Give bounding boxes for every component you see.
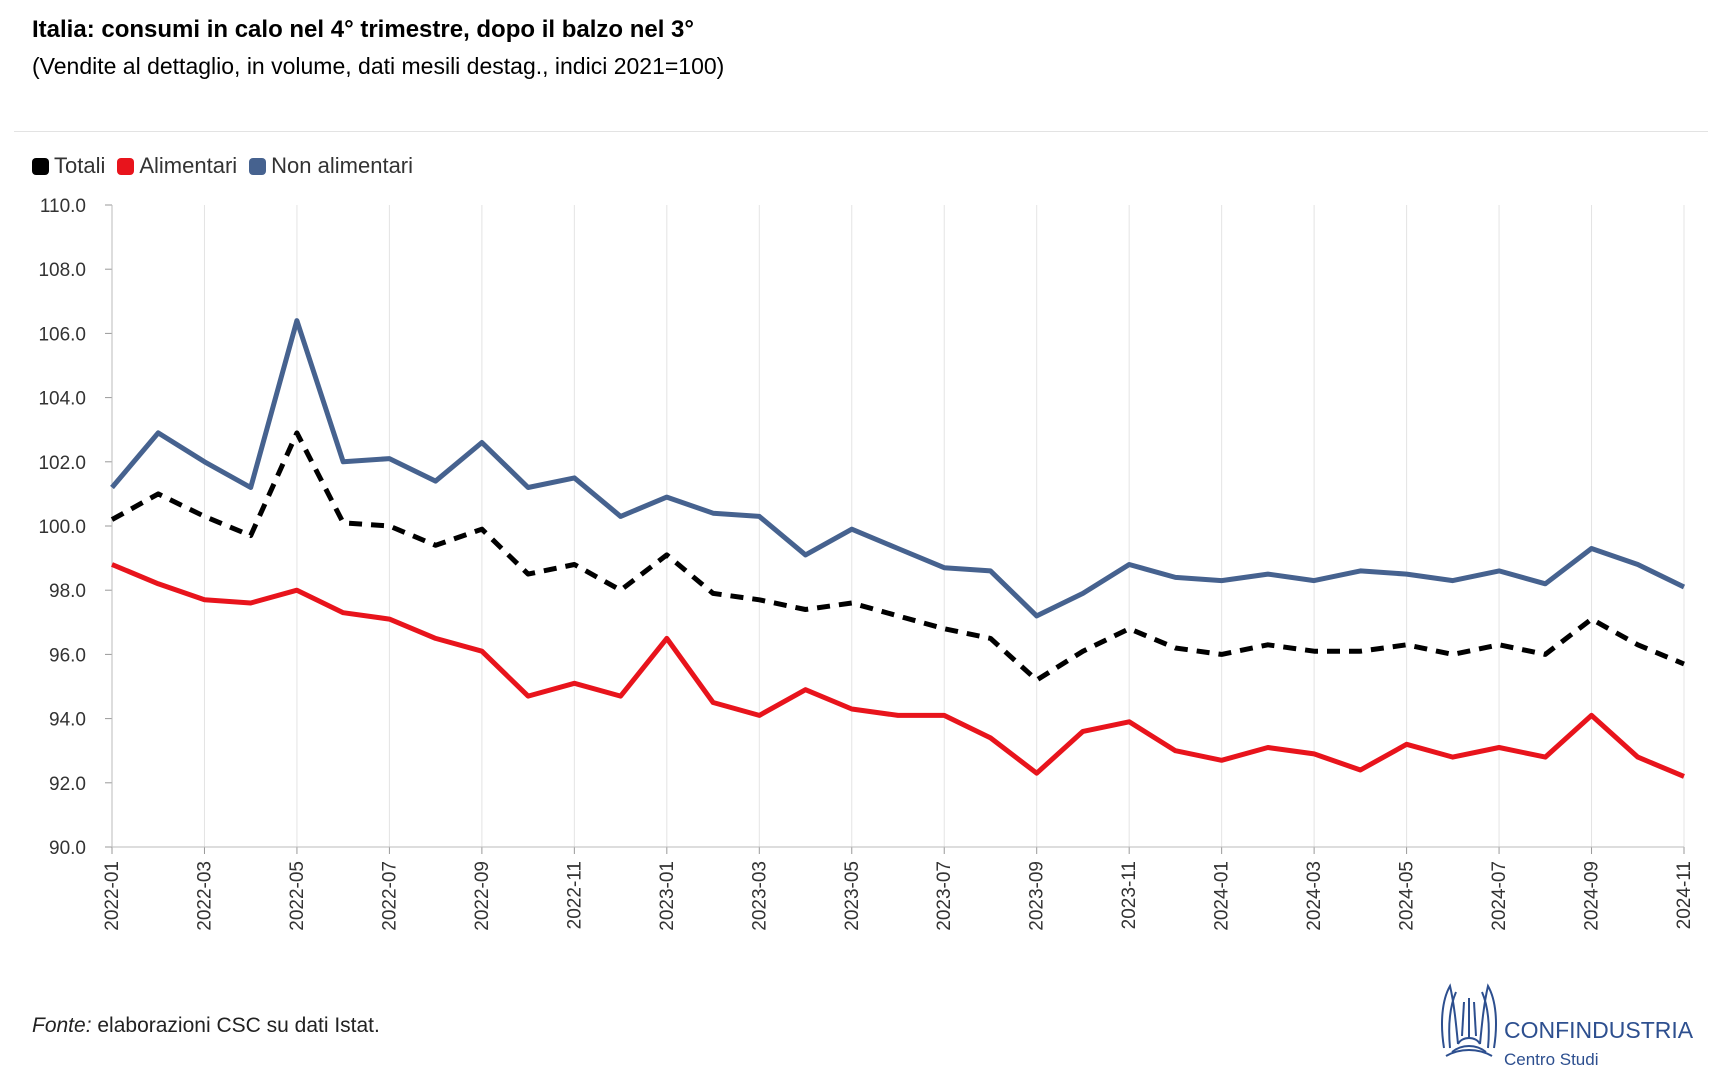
x-tick-label: 2024-03 (1304, 861, 1325, 931)
x-tick-label: 2023-05 (842, 861, 863, 931)
legend-item-alimentari[interactable]: Alimentari (117, 153, 237, 179)
x-tick-label: 2024-11 (1674, 861, 1695, 929)
line-chart: 2022-01 2022-03 2022-05 2022-07 2022-09 2022-… (38, 196, 1695, 931)
y-tick-label: 92.0 (49, 774, 86, 795)
legend-label-alimentari: Alimentari (139, 153, 238, 178)
legend-item-totali[interactable]: Totali (32, 153, 105, 179)
legend-label-non-alimentari: Non alimentari (271, 153, 414, 178)
x-tick-label: 2022-03 (194, 861, 215, 931)
y-tick-label: 108.0 (38, 260, 86, 281)
x-tick-label: 2022-05 (287, 861, 308, 931)
y-tick-label: 94.0 (49, 710, 86, 731)
chart-subtitle: (Vendite al dettaglio, in volume, dati m… (32, 53, 725, 79)
logo-name: CONFINDUSTRIA (1504, 1017, 1694, 1043)
series-line-totali (110, 430, 1685, 683)
x-tick-label: 2024-01 (1212, 861, 1233, 931)
logo-sub: Centro Studi (1504, 1050, 1599, 1069)
legend-swatch-alimentari (117, 157, 135, 175)
x-tick-label: 2023-11 (1119, 861, 1140, 929)
confindustria-logo: CONFINDUSTRIA Centro Studi (1441, 983, 1694, 1069)
series-line-alimentari (111, 562, 1685, 779)
legend-swatch-totali (32, 157, 49, 175)
header-divider (14, 131, 1708, 132)
source-text: elaborazioni CSC su dati Istat. (91, 1014, 380, 1037)
y-tick-label: 106.0 (38, 324, 86, 345)
y-tick-label: 90.0 (49, 838, 86, 859)
x-tick-label: 2022-07 (379, 861, 400, 931)
x-tick-label: 2023-09 (1027, 861, 1048, 931)
x-tick-label: 2023-01 (657, 861, 678, 931)
y-tick-label: 102.0 (38, 453, 86, 474)
series-line-non-alimentari (110, 318, 1686, 619)
chart-legend: Totali Alimentari Non alimentari (32, 153, 425, 179)
legend-swatch-non-alimentari (249, 157, 267, 175)
x-tick-label: 2024-09 (1582, 861, 1603, 931)
x-tick-label: 2022-01 (102, 861, 123, 931)
legend-item-non-alimentari[interactable]: Non alimentari (249, 153, 413, 179)
y-tick-label: 104.0 (38, 389, 86, 410)
x-tick-label: 2023-03 (749, 861, 770, 931)
chart-title: Italia: consumi in calo nel 4° trimestre… (32, 16, 695, 43)
y-tick-label: 98.0 (49, 581, 86, 602)
x-tick-label: 2022-09 (472, 861, 493, 931)
legend-label-totali: Totali (54, 153, 106, 178)
x-tick-label: 2024-05 (1397, 861, 1418, 931)
y-tick-label: 110.0 (40, 196, 86, 217)
eagle-icon (1441, 983, 1497, 1057)
y-tick-label: 96.0 (49, 645, 86, 666)
x-tick-label: 2023-07 (934, 861, 955, 931)
x-tick-label: 2022-11 (564, 861, 585, 929)
y-tick-label: 100.0 (38, 517, 86, 538)
source-note: Fonte: elaborazioni CSC su dati Istat. (32, 1014, 380, 1038)
source-label: Fonte: (32, 1014, 92, 1037)
x-tick-label: 2024-07 (1489, 861, 1510, 931)
